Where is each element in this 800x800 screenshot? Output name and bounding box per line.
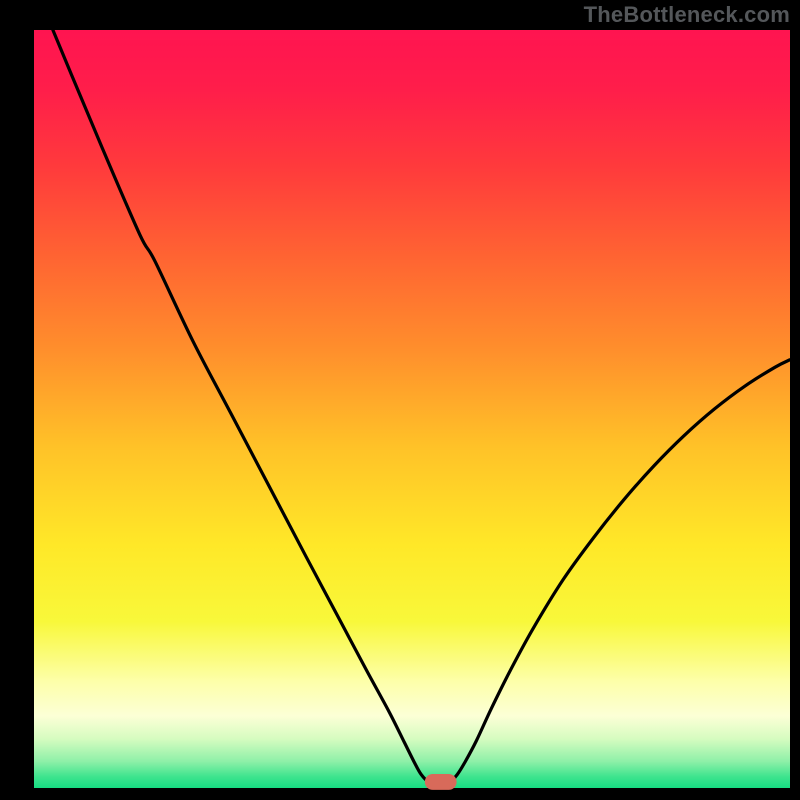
watermark-text: TheBottleneck.com xyxy=(584,2,790,28)
optimal-point-marker xyxy=(425,774,457,790)
plot-background xyxy=(34,30,790,788)
chart-container: TheBottleneck.com xyxy=(0,0,800,800)
bottleneck-curve-chart xyxy=(0,0,800,800)
